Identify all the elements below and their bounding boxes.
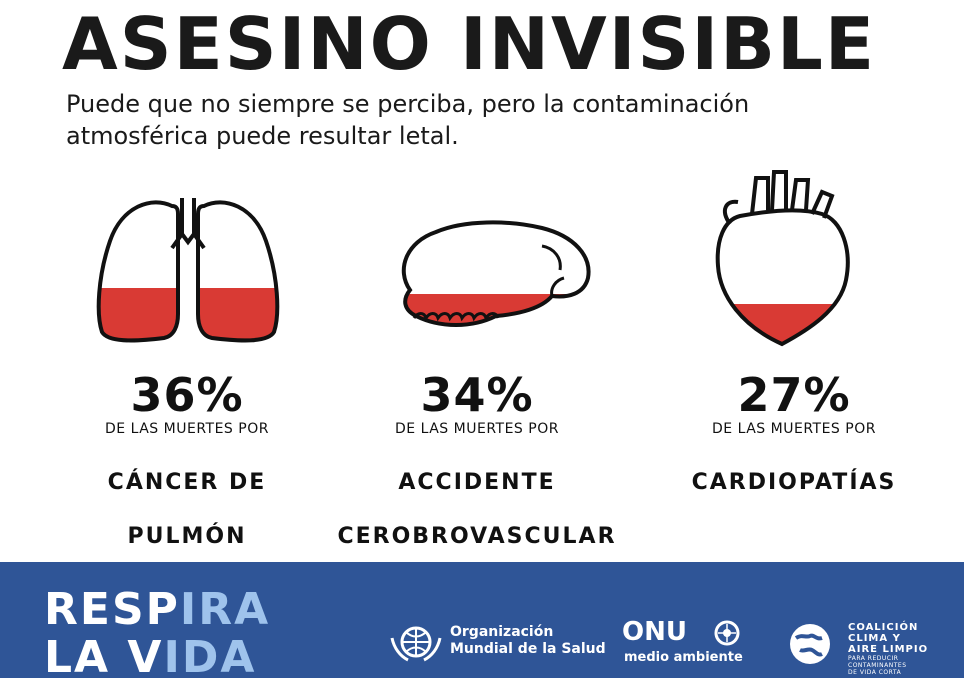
subtitle-line-2: atmosférica puede resultar letal.: [66, 122, 459, 150]
lungs-fill-left: [98, 288, 179, 341]
stat-lead: DE LAS MUERTES POR: [105, 421, 269, 437]
ccac-logo: COALICIÓN CLIMA Y AIRE LIMPIO PARA REDUC…: [786, 620, 936, 676]
ccac-line-6: DE VIDA CORTA: [848, 669, 902, 676]
who-line-2: Mundial de la Salud: [450, 641, 606, 657]
who-logo: Organización Mundial de la Salud: [388, 620, 608, 670]
onu-name: ONU: [622, 617, 687, 647]
stat-percent: 27%: [737, 368, 851, 422]
stat-cause: ACCIDENTE CEROBROVASCULAR: [302, 442, 652, 577]
onu-subtitle: medio ambiente: [624, 650, 743, 665]
ccac-line-2: CLIMA Y: [848, 633, 901, 644]
globe-icon: [790, 624, 830, 664]
ccac-line-5: CONTAMINANTES: [848, 662, 907, 669]
subtitle-line-1: Puede que no siempre se perciba, pero la…: [66, 90, 750, 118]
campaign-line-2: LA VIDA: [44, 632, 257, 678]
stat-percent: 34%: [420, 368, 534, 422]
un-environment-emblem-icon: [714, 620, 740, 646]
stat-cause-line-2: PULMÓN: [127, 524, 247, 549]
footer-banner: RESPIRA LA VIDA Organización Mundial de …: [0, 562, 964, 678]
stat-percent: 36%: [130, 368, 244, 422]
who-name: Organización Mundial de la Salud: [450, 624, 606, 658]
who-line-1: Organización: [450, 624, 554, 640]
brain-icon: [401, 220, 591, 327]
stat-lead: DE LAS MUERTES POR: [395, 421, 559, 437]
stat-heart-disease: 27% DE LAS MUERTES POR CARDIOPATÍAS: [654, 372, 934, 523]
stat-lung-cancer: 36% DE LAS MUERTES POR CÁNCER DE PULMÓN: [62, 372, 312, 577]
campaign-logo: RESPIRA LA VIDA: [44, 586, 270, 678]
who-emblem-icon: [390, 626, 442, 662]
stat-stroke: 34% DE LAS MUERTES POR ACCIDENTE CEROBRO…: [302, 372, 652, 577]
stat-cause-line-1: CARDIOPATÍAS: [691, 470, 897, 495]
campaign-line-1: RESPIRA: [44, 584, 271, 635]
lungs-fill-right: [198, 288, 278, 341]
stat-cause-line-2: CEROBROVASCULAR: [337, 524, 617, 549]
lungs-icon: [96, 198, 280, 343]
ccac-line-3: AIRE LIMPIO: [848, 644, 929, 655]
stat-cause-line-1: ACCIDENTE: [398, 470, 556, 495]
page-title: ASESINO INVISIBLE: [62, 2, 877, 86]
ccac-text: COALICIÓN CLIMA Y AIRE LIMPIO PARA REDUC…: [848, 622, 928, 676]
stat-cause-line-1: CÁNCER DE: [107, 470, 267, 495]
stat-cause: CARDIOPATÍAS: [654, 442, 934, 523]
ccac-line-1: COALICIÓN: [848, 622, 919, 633]
stat-cause: CÁNCER DE PULMÓN: [62, 442, 312, 577]
heart-icon: [715, 170, 850, 347]
stat-lead: DE LAS MUERTES POR: [712, 421, 876, 437]
ccac-line-4: PARA REDUCIR: [848, 655, 899, 662]
onu-logo: ONU medio ambiente: [622, 618, 752, 672]
page-subtitle: Puede que no siempre se perciba, pero la…: [66, 88, 926, 152]
